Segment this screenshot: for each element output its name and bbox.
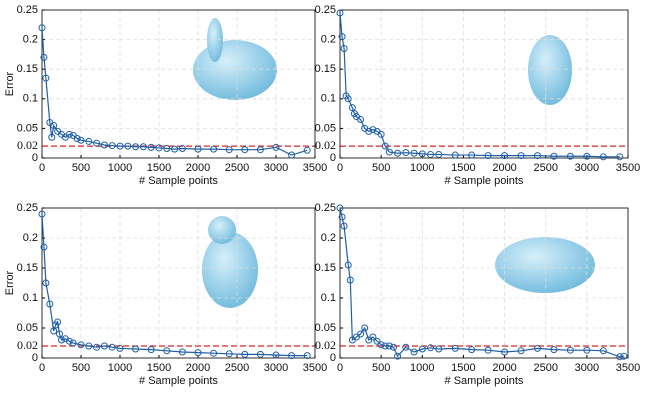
- x-tick-label: 1000: [108, 162, 132, 174]
- axes-frame: [42, 10, 315, 158]
- axes-frame: [42, 208, 315, 358]
- monster-render: [528, 35, 572, 105]
- figure-head: [208, 216, 236, 244]
- x-tick-label: 0: [39, 362, 45, 374]
- y-tick-label: 0.25: [315, 202, 336, 214]
- x-tick-label: 3500: [303, 162, 327, 174]
- y-axis-label: Error: [4, 270, 16, 295]
- x-tick-label: 500: [72, 362, 90, 374]
- x-tick-label: 500: [372, 362, 390, 374]
- x-tick-label: 0: [39, 162, 45, 174]
- x-tick-label: 3000: [264, 162, 288, 174]
- x-tick-label: 2500: [225, 362, 249, 374]
- page: {"chart_data": [ {"type": "line", "ylabe…: [0, 0, 645, 394]
- figure: 050010001500200025003000350000.050.10.15…: [0, 0, 645, 394]
- y-tick-label: 0.05: [315, 322, 336, 334]
- y-tick-label: 0.1: [23, 292, 38, 304]
- x-tick-label: 3500: [616, 162, 640, 174]
- y-tick-label: 0: [32, 352, 38, 364]
- x-axis-label: # Sample points: [139, 375, 218, 387]
- threshold-label: 0.02: [315, 138, 336, 152]
- threshold-label: 0.02: [315, 338, 336, 352]
- x-tick-label: 1500: [451, 162, 475, 174]
- y-tick-label: 0.2: [321, 34, 336, 46]
- x-tick-label: 1500: [147, 362, 171, 374]
- y-tick-label: 0.15: [17, 262, 38, 274]
- y-tick-label: 0.2: [23, 34, 38, 46]
- dragon-render: [495, 237, 595, 293]
- x-tick-label: 2500: [225, 162, 249, 174]
- x-tick-label: 1500: [451, 362, 475, 374]
- y-tick-label: 0: [32, 152, 38, 164]
- x-tick-label: 2500: [533, 362, 557, 374]
- y-tick-label: 0.2: [321, 232, 336, 244]
- x-tick-label: 0: [337, 162, 343, 174]
- data-line: [340, 13, 620, 157]
- data-line: [42, 28, 307, 155]
- y-tick-label: 0.1: [321, 93, 336, 105]
- x-tick-label: 0: [337, 362, 343, 374]
- x-tick-label: 2000: [186, 362, 210, 374]
- x-axis-label: # Sample points: [445, 175, 524, 187]
- x-tick-label: 1000: [410, 362, 434, 374]
- y-tick-label: 0.15: [17, 63, 38, 75]
- x-tick-label: 3000: [264, 362, 288, 374]
- x-axis-label: # Sample points: [139, 175, 218, 187]
- y-tick-label: 0.25: [17, 202, 38, 214]
- y-tick-label: 0.05: [315, 122, 336, 134]
- threshold-label: 0.02: [17, 138, 38, 152]
- x-tick-label: 500: [372, 162, 390, 174]
- x-tick-label: 500: [72, 162, 90, 174]
- x-tick-label: 2500: [533, 162, 557, 174]
- y-tick-label: 0.05: [17, 122, 38, 134]
- x-tick-label: 2000: [492, 162, 516, 174]
- y-tick-label: 0.1: [321, 292, 336, 304]
- bunny-ear: [207, 18, 223, 62]
- bunny-render: [193, 40, 277, 100]
- x-tick-label: 3500: [616, 362, 640, 374]
- y-tick-label: 0.15: [315, 63, 336, 75]
- x-tick-label: 2000: [492, 362, 516, 374]
- axes-frame: [340, 208, 628, 358]
- data-line: [42, 214, 307, 356]
- x-tick-label: 1500: [147, 162, 171, 174]
- x-axis-label: # Sample points: [445, 375, 524, 387]
- y-tick-label: 0.25: [17, 4, 38, 16]
- y-tick-label: 0.25: [315, 4, 336, 16]
- y-tick-label: 0.2: [23, 232, 38, 244]
- y-tick-label: 0.05: [17, 322, 38, 334]
- y-tick-label: 0.1: [23, 93, 38, 105]
- y-tick-label: 0.15: [315, 262, 336, 274]
- y-tick-label: 0: [330, 152, 336, 164]
- x-tick-label: 3500: [303, 362, 327, 374]
- x-tick-label: 3000: [575, 362, 599, 374]
- figure-render: [202, 232, 258, 308]
- x-tick-label: 3000: [575, 162, 599, 174]
- y-axis-label: Error: [4, 71, 16, 96]
- threshold-label: 0.02: [17, 338, 38, 352]
- y-tick-label: 0: [330, 352, 336, 364]
- x-tick-label: 1000: [108, 362, 132, 374]
- x-tick-label: 2000: [186, 162, 210, 174]
- x-tick-label: 1000: [410, 162, 434, 174]
